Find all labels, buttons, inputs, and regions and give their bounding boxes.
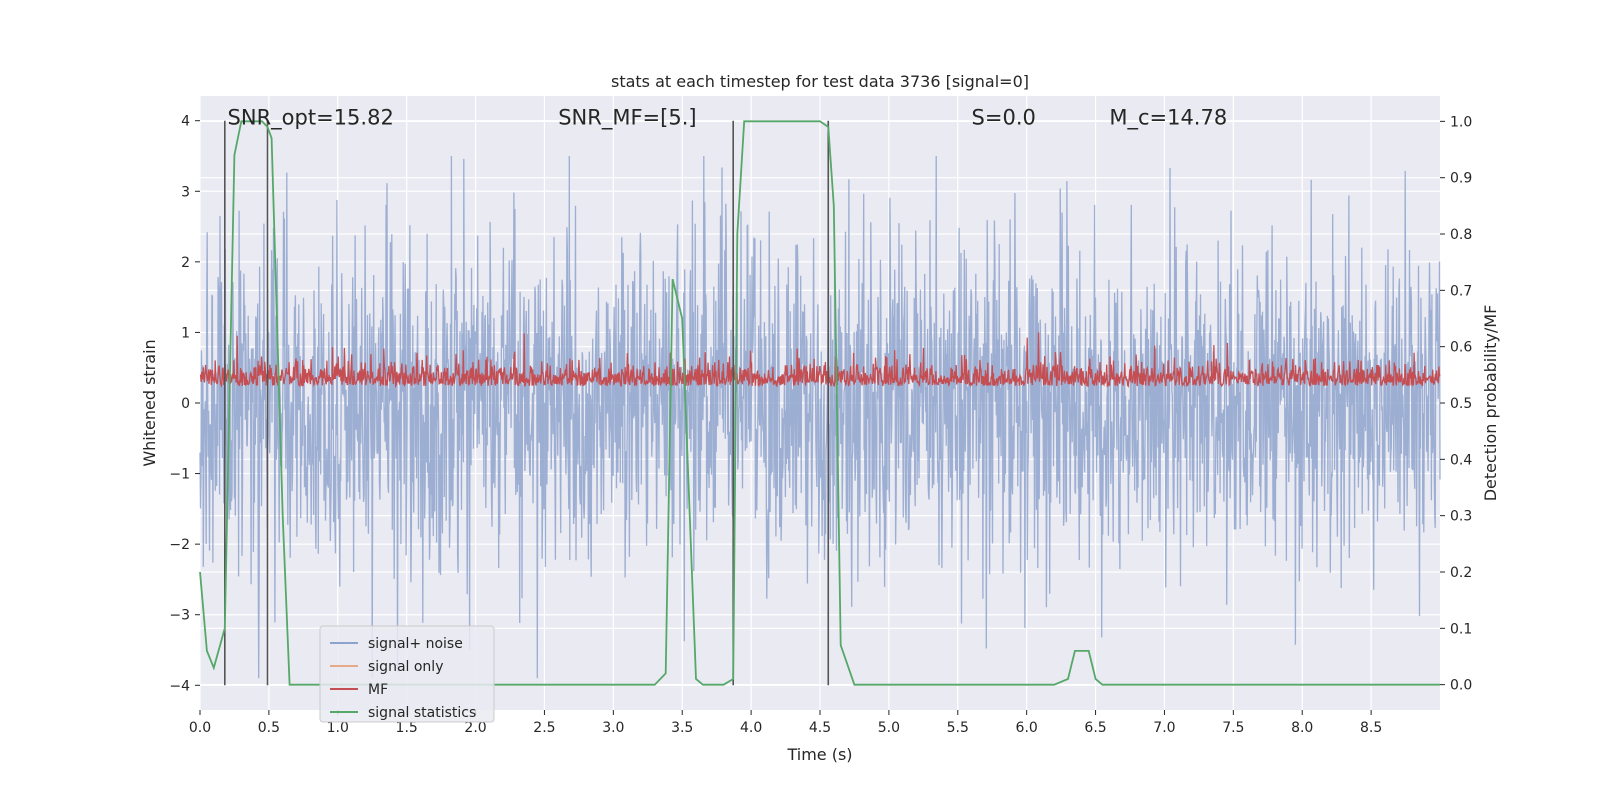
- annotation-text: M_c=14.78: [1109, 106, 1227, 131]
- x-tick-label: 4.0: [740, 720, 762, 736]
- series-signal-noise: [199, 155, 1441, 679]
- x-axis-label: Time (s): [786, 745, 852, 764]
- y-right-tick-label: 0.8: [1450, 227, 1472, 243]
- y-axis-right-ticks: 0.0 0.1 0.2 0.3 0.4 0.5 0.6 0.7 0.8 0.9 1.0: [1440, 114, 1472, 694]
- x-tick-label: 1.5: [396, 720, 418, 736]
- x-tick-label: 5.5: [947, 720, 969, 736]
- x-tick-label: 0.0: [189, 720, 211, 736]
- y-right-tick-label: 0.3: [1450, 509, 1472, 525]
- x-tick-label: 7.0: [1153, 720, 1175, 736]
- y-right-tick-label: 0.1: [1450, 621, 1472, 637]
- legend-label: MF: [368, 682, 388, 698]
- y-right-tick-label: 0.0: [1450, 678, 1472, 694]
- y-right-tick-label: 0.7: [1450, 283, 1472, 299]
- legend-label: signal statistics: [368, 705, 476, 721]
- y-right-tick-label: 0.2: [1450, 565, 1472, 581]
- signal-statistics-series: [199, 120, 1440, 686]
- y-right-tick-label: 0.6: [1450, 340, 1472, 356]
- x-tick-label: 8.5: [1360, 720, 1382, 736]
- annotation-text: SNR_opt=15.82: [228, 106, 394, 131]
- y-right-tick-label: 0.9: [1450, 171, 1472, 187]
- x-tick-label: 6.5: [1084, 720, 1106, 736]
- y-left-tick-label: −4: [169, 678, 190, 694]
- x-axis-ticks: 0.0 0.5 1.0 1.5 2.0 2.5 3.0 3.5 4.0 4.5 5.0 5.5 6.0 6…: [189, 710, 1382, 736]
- legend-box: [319, 625, 495, 723]
- legend: signal+ noise signal only MF signal statist…: [319, 625, 495, 723]
- y-right-tick-label: 0.4: [1450, 452, 1472, 468]
- y-right-tick-label: 1.0: [1450, 114, 1472, 130]
- x-tick-label: 4.5: [809, 720, 831, 736]
- series-signal-statistics: [199, 120, 1440, 686]
- x-tick-label: 6.0: [1016, 720, 1038, 736]
- y-left-tick-label: 3: [181, 184, 190, 200]
- x-tick-label: 3.0: [602, 720, 624, 736]
- y-axis-right-label: Detection probability/MF: [1481, 305, 1500, 502]
- x-tick-label: 8.0: [1291, 720, 1313, 736]
- x-tick-label: 2.0: [464, 720, 486, 736]
- annotations: SNR_opt=15.82 SNR_MF=[5.] S=0.0 M_c=14.78: [228, 106, 1228, 131]
- x-tick-label: 0.5: [258, 720, 280, 736]
- y-axis-left-ticks: −4 −3 −2 −1 0 1 2 3 4: [169, 114, 200, 694]
- y-left-tick-label: 4: [181, 114, 190, 130]
- y-left-tick-label: −3: [169, 608, 190, 624]
- series-mf: [199, 332, 1441, 389]
- x-tick-label: 1.0: [327, 720, 349, 736]
- y-left-tick-label: 1: [181, 325, 190, 341]
- y-right-tick-label: 0.5: [1450, 396, 1472, 412]
- y-axis-left-label: Whitened strain: [140, 339, 159, 466]
- y-left-tick-label: −1: [169, 467, 190, 483]
- x-tick-label: 5.0: [878, 720, 900, 736]
- x-tick-label: 7.5: [1222, 720, 1244, 736]
- y-left-tick-label: 0: [181, 396, 190, 412]
- chart-title: stats at each timestep for test data 373…: [611, 72, 1029, 91]
- y-left-tick-label: 2: [181, 255, 190, 271]
- y-left-tick-label: −2: [169, 537, 190, 553]
- x-tick-label: 3.5: [671, 720, 693, 736]
- annotation-text: SNR_MF=[5.]: [558, 106, 696, 131]
- mf-series: [199, 332, 1441, 389]
- legend-label: signal+ noise: [368, 636, 463, 652]
- annotation-text: S=0.0: [972, 106, 1036, 130]
- signal-noise-series: [199, 155, 1441, 679]
- x-tick-label: 2.5: [533, 720, 555, 736]
- legend-label: signal only: [368, 659, 443, 675]
